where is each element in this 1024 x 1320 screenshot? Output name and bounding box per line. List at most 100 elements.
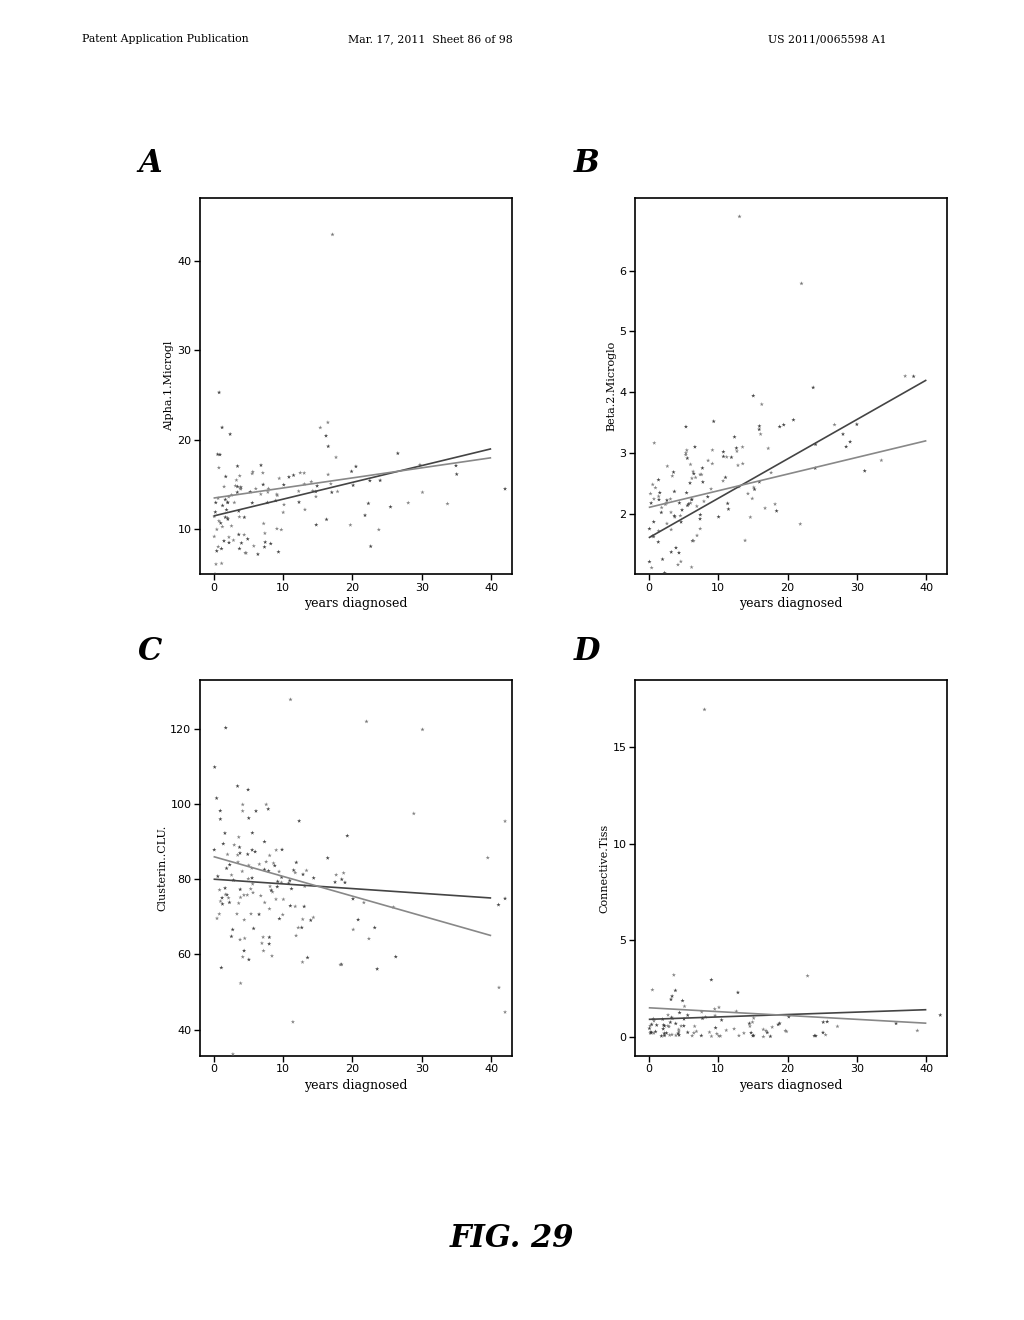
Point xyxy=(687,437,703,458)
Point xyxy=(281,466,297,487)
Point xyxy=(745,477,762,498)
Point xyxy=(214,894,230,915)
Point xyxy=(758,1020,774,1041)
Point xyxy=(251,904,267,925)
Point xyxy=(644,525,660,546)
Point xyxy=(741,1015,758,1036)
Point xyxy=(312,417,329,438)
Point xyxy=(753,424,769,445)
Point xyxy=(775,414,792,436)
Point xyxy=(754,393,770,414)
Text: B: B xyxy=(573,148,599,178)
Point xyxy=(296,474,312,495)
Point xyxy=(236,524,252,545)
Point xyxy=(213,553,229,574)
Point xyxy=(217,822,233,843)
Point xyxy=(258,793,274,814)
Point xyxy=(674,499,690,520)
Point xyxy=(260,799,276,820)
Point xyxy=(707,998,723,1019)
Point xyxy=(229,477,246,498)
Point xyxy=(287,896,303,917)
Point xyxy=(806,1026,822,1047)
Point xyxy=(656,1023,673,1044)
X-axis label: years diagnosed: years diagnosed xyxy=(739,597,843,610)
Point xyxy=(655,1015,672,1036)
Point xyxy=(212,891,228,912)
Point xyxy=(717,467,733,488)
Point xyxy=(242,482,258,503)
Point xyxy=(350,909,367,931)
Point xyxy=(683,557,699,578)
Point xyxy=(667,506,683,527)
Point xyxy=(497,478,513,499)
Point xyxy=(282,870,298,891)
Point xyxy=(768,500,784,521)
Point xyxy=(274,904,291,925)
Point xyxy=(234,946,251,968)
Point xyxy=(244,822,260,843)
Point xyxy=(358,710,375,731)
Point xyxy=(217,488,233,510)
Point xyxy=(671,1020,687,1041)
Point xyxy=(643,1022,659,1043)
Point xyxy=(684,1026,700,1047)
Point xyxy=(672,1002,688,1023)
Point xyxy=(643,1014,659,1035)
Point xyxy=(269,484,286,506)
Point xyxy=(764,1016,780,1038)
Point xyxy=(686,1023,702,1044)
Point xyxy=(243,878,259,899)
Point xyxy=(323,474,339,495)
Point xyxy=(684,531,700,552)
Point xyxy=(676,1015,692,1036)
Point xyxy=(232,478,249,499)
Point xyxy=(269,876,286,898)
Point xyxy=(664,1024,680,1045)
Point xyxy=(707,1005,723,1026)
Point xyxy=(720,492,736,513)
Point xyxy=(663,519,679,540)
Point xyxy=(275,502,292,523)
Point xyxy=(643,492,659,513)
Point xyxy=(236,940,252,961)
Point xyxy=(360,492,377,513)
Point xyxy=(221,892,238,913)
Y-axis label: Clusterin..CLU.: Clusterin..CLU. xyxy=(158,825,168,911)
Point xyxy=(671,1019,687,1040)
Point xyxy=(221,527,238,548)
Point xyxy=(666,965,682,986)
Point xyxy=(692,504,709,525)
Point xyxy=(666,462,682,483)
Point xyxy=(658,490,675,511)
Point xyxy=(217,466,233,487)
Point xyxy=(771,416,787,437)
Point xyxy=(217,884,233,906)
Point xyxy=(261,933,278,954)
Point xyxy=(226,492,243,513)
Point xyxy=(720,499,736,520)
Point xyxy=(308,486,325,507)
Point xyxy=(371,519,387,540)
Point xyxy=(406,803,422,824)
Point xyxy=(663,541,679,562)
Point xyxy=(262,875,279,896)
Point xyxy=(291,480,307,502)
Point xyxy=(759,1022,775,1043)
Point xyxy=(723,446,739,467)
Point xyxy=(676,1008,692,1030)
Point xyxy=(336,862,352,883)
Point xyxy=(270,541,287,562)
Point xyxy=(668,1024,684,1045)
Point xyxy=(780,1006,797,1027)
Point xyxy=(726,1018,742,1039)
Point xyxy=(236,884,252,906)
Point xyxy=(244,858,260,879)
Point xyxy=(699,486,716,507)
Point xyxy=(694,1008,711,1030)
Point xyxy=(771,1012,787,1034)
Point xyxy=(294,917,310,939)
Point xyxy=(360,928,377,949)
Point xyxy=(321,436,337,457)
Point xyxy=(243,903,259,924)
